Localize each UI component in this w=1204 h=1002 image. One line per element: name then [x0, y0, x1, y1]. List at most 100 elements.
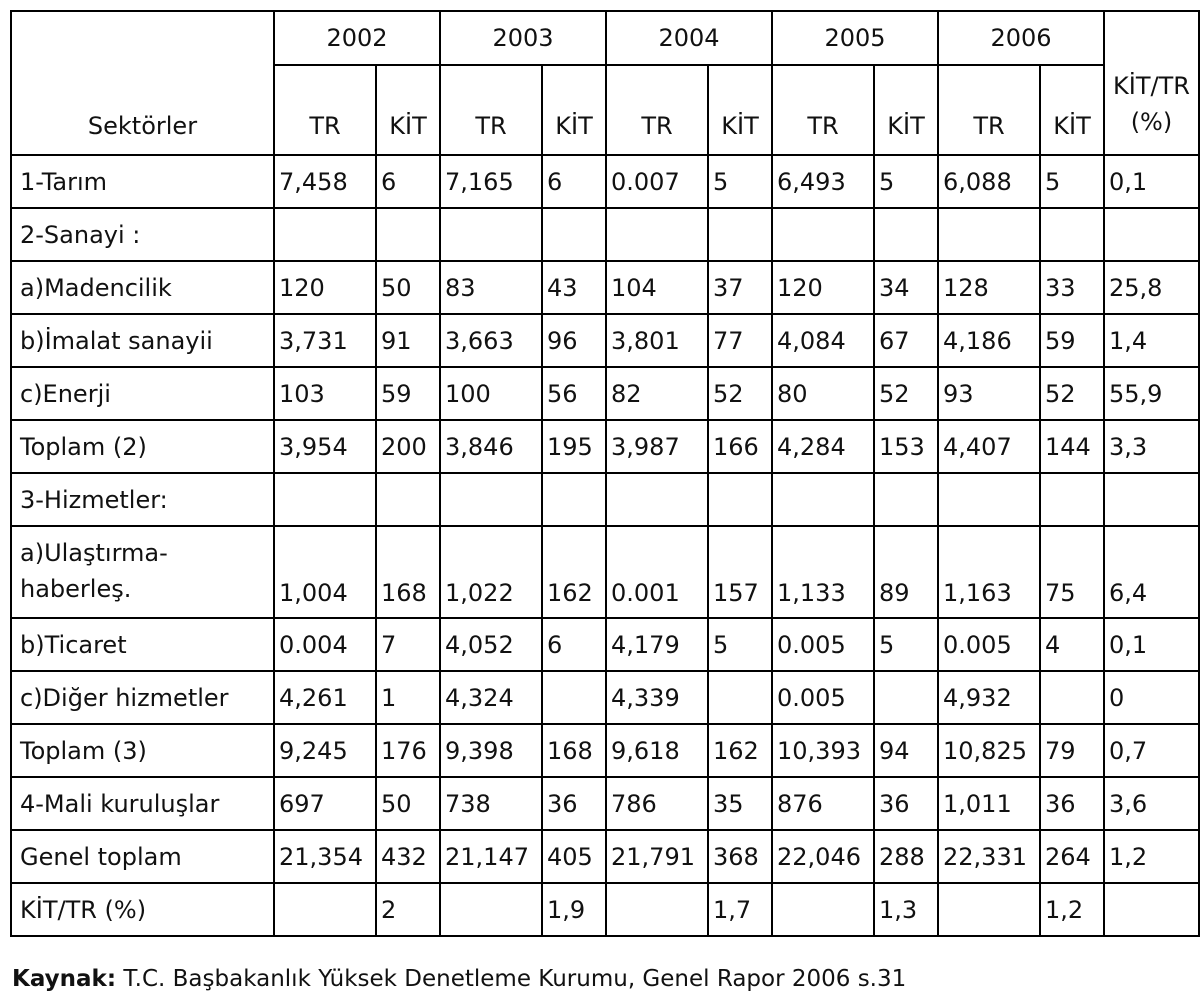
- cell-kit: 166: [707, 419, 773, 474]
- cell-kit: 59: [375, 366, 441, 421]
- cell-tr: 1,022: [439, 525, 543, 619]
- cell-kit: 36: [1039, 776, 1105, 831]
- cell-ratio: 3,6: [1103, 776, 1200, 831]
- cell-tr: 0.007: [605, 154, 709, 209]
- table-row: KİT/TR (%) 2 1,9 1,7 1,3 1,2: [10, 882, 1200, 937]
- cell-tr: 3,731: [273, 313, 377, 368]
- row-label-1-tarim: 1-Tarım: [10, 154, 275, 209]
- cell-ratio: 25,8: [1103, 260, 1200, 315]
- cell-ratio: 0,7: [1103, 723, 1200, 778]
- cell-tr: 80: [771, 366, 875, 421]
- cell-tr: 10,393: [771, 723, 875, 778]
- cell-tr: 21,354: [273, 829, 377, 884]
- table-row: Genel toplam 21,354 432 21,147 405 21,791 368 2…: [10, 829, 1200, 884]
- cell-tr: 82: [605, 366, 709, 421]
- cell-tr: 120: [771, 260, 875, 315]
- cell-tr: 3,987: [605, 419, 709, 474]
- cell-kit: 35: [707, 776, 773, 831]
- cell-tr: [273, 882, 377, 937]
- cell-kit: 6: [541, 617, 607, 672]
- cell-kit: 2: [375, 882, 441, 937]
- cell-tr: 103: [273, 366, 377, 421]
- cell-kit: [1039, 472, 1105, 527]
- cell-tr: [937, 472, 1041, 527]
- cell-kit: 176: [375, 723, 441, 778]
- cell-tr: 738: [439, 776, 543, 831]
- cell-kit: [873, 670, 939, 725]
- row-label-a-ulastirma-haberles: a)Ulaştırma-haberleş.: [10, 525, 275, 619]
- cell-kit: 94: [873, 723, 939, 778]
- cell-tr: 697: [273, 776, 377, 831]
- cell-tr: 22,331: [937, 829, 1041, 884]
- cell-tr: [439, 207, 543, 262]
- cell-kit: [1039, 670, 1105, 725]
- cell-tr: 0.005: [937, 617, 1041, 672]
- table-row: b)İmalat sanayii 3,731 91 3,663 96 3,801 77 4,0…: [10, 313, 1200, 368]
- cell-kit: 5: [707, 154, 773, 209]
- cell-tr: [771, 207, 875, 262]
- sub-header-tr: TR: [605, 64, 709, 156]
- cell-kit: 144: [1039, 419, 1105, 474]
- cell-tr: [605, 207, 709, 262]
- cell-tr: 7,165: [439, 154, 543, 209]
- cell-tr: 10,825: [937, 723, 1041, 778]
- cell-kit: 1,7: [707, 882, 773, 937]
- year-header-2003: 2003: [439, 10, 607, 66]
- cell-kit: 36: [541, 776, 607, 831]
- cell-kit: 89: [873, 525, 939, 619]
- cell-kit: 6: [375, 154, 441, 209]
- cell-tr: 4,261: [273, 670, 377, 725]
- cell-kit: 59: [1039, 313, 1105, 368]
- sub-header-kit: KİT: [707, 64, 773, 156]
- cell-tr: 0.004: [273, 617, 377, 672]
- cell-tr: 128: [937, 260, 1041, 315]
- table-row: 1-Tarım 7,458 6 7,165 6 0.007 5 6,493 5 6,088 5 0,1: [10, 154, 1200, 209]
- cell-tr: 4,179: [605, 617, 709, 672]
- cell-tr: [273, 472, 377, 527]
- cell-tr: 786: [605, 776, 709, 831]
- cell-kit: 1,2: [1039, 882, 1105, 937]
- cell-ratio: 0: [1103, 670, 1200, 725]
- cell-kit: 5: [873, 154, 939, 209]
- cell-tr: 0.005: [771, 617, 875, 672]
- cell-tr: 4,407: [937, 419, 1041, 474]
- cell-tr: 4,284: [771, 419, 875, 474]
- cell-kit: 5: [873, 617, 939, 672]
- sub-header-kit: KİT: [1039, 64, 1105, 156]
- cell-kit: [873, 472, 939, 527]
- source-note: Kaynak: T.C. Başbakanlık Yüksek Denetlem…: [12, 966, 906, 992]
- row-label-c-diger-hizmetler: c)Diğer hizmetler: [10, 670, 275, 725]
- cell-kit: 7: [375, 617, 441, 672]
- cell-kit: [1039, 207, 1105, 262]
- cell-kit: 50: [375, 260, 441, 315]
- year-header-2002: 2002: [273, 10, 441, 66]
- cell-kit: 157: [707, 525, 773, 619]
- cell-tr: 3,954: [273, 419, 377, 474]
- sub-header-tr: TR: [771, 64, 875, 156]
- row-label-2-sanayi: 2-Sanayi :: [10, 207, 275, 262]
- cell-kit: [707, 670, 773, 725]
- cell-tr: 9,618: [605, 723, 709, 778]
- cell-kit: 168: [375, 525, 441, 619]
- cell-kit: [707, 207, 773, 262]
- cell-tr: 3,846: [439, 419, 543, 474]
- table-row: 3-Hizmetler:: [10, 472, 1200, 527]
- cell-kit: 75: [1039, 525, 1105, 619]
- cell-kit: 56: [541, 366, 607, 421]
- cell-kit: 195: [541, 419, 607, 474]
- cell-tr: [937, 207, 1041, 262]
- cell-ratio: [1103, 207, 1200, 262]
- table-row: a)Ulaştırma-haberleş. 1,004 168 1,022 162 0.0…: [10, 525, 1200, 619]
- cell-ratio: 0,1: [1103, 617, 1200, 672]
- table-row: 2-Sanayi :: [10, 207, 1200, 262]
- cell-tr: 1,011: [937, 776, 1041, 831]
- cell-tr: 4,084: [771, 313, 875, 368]
- cell-tr: 3,663: [439, 313, 543, 368]
- cell-tr: 21,791: [605, 829, 709, 884]
- cell-tr: 876: [771, 776, 875, 831]
- cell-tr: 22,046: [771, 829, 875, 884]
- cell-tr: 93: [937, 366, 1041, 421]
- cell-kit: 52: [1039, 366, 1105, 421]
- cell-kit: [375, 207, 441, 262]
- cell-tr: 4,324: [439, 670, 543, 725]
